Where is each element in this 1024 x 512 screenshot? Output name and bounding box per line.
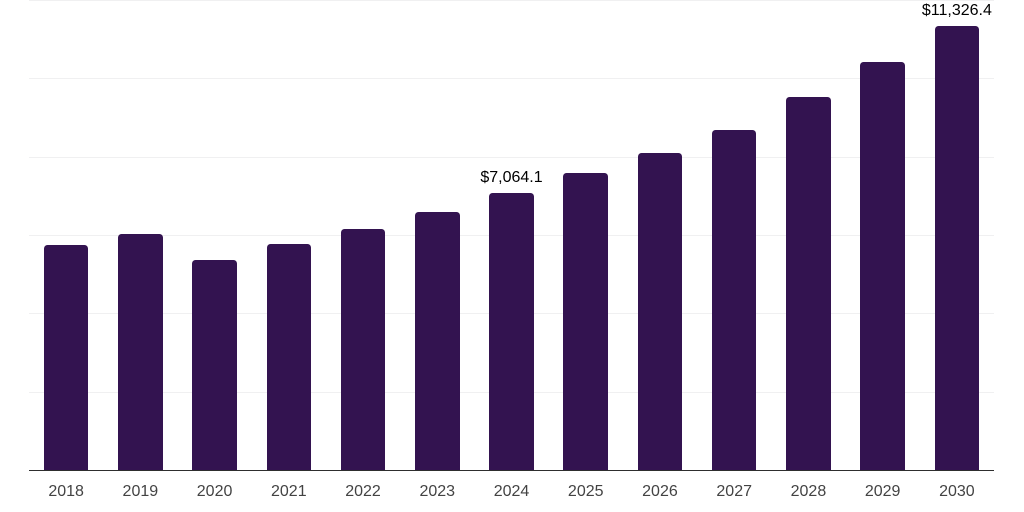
bar-2018 xyxy=(43,245,89,470)
bar-2021 xyxy=(266,243,312,470)
x-tick-label-2022: 2022 xyxy=(345,483,381,500)
bar-2019 xyxy=(118,234,163,470)
x-tick-label-2024: 2024 xyxy=(493,483,530,500)
x-tick-label-2030: 2030 xyxy=(939,483,975,500)
x-tick-label-2026: 2026 xyxy=(642,483,678,500)
gridline xyxy=(29,156,994,158)
x-tick-label-2029: 2029 xyxy=(864,483,901,500)
x-tick-label-2025: 2025 xyxy=(567,483,604,500)
bar-2025 xyxy=(563,173,608,470)
x-tick-label-2027: 2027 xyxy=(716,483,752,500)
x-tick-label-2019: 2019 xyxy=(122,483,159,500)
gridline xyxy=(29,78,994,80)
data-label-2024: $7,064.1 xyxy=(480,169,543,187)
bar-2028 xyxy=(786,97,831,470)
x-tick-label-2020: 2020 xyxy=(196,483,233,500)
gridline xyxy=(29,0,994,1)
x-tick-label-2023: 2023 xyxy=(419,483,456,500)
bar-2024 xyxy=(489,193,534,470)
x-tick-label-2028: 2028 xyxy=(790,483,827,500)
bar-2022 xyxy=(340,229,386,470)
bar-2023 xyxy=(415,211,460,470)
x-axis-line xyxy=(29,469,994,471)
bar-2029 xyxy=(860,62,905,470)
bar-2020 xyxy=(192,259,237,470)
x-tick-label-2021: 2021 xyxy=(271,483,307,500)
plot-area: $7,064.1 $11,326.4 xyxy=(29,0,994,471)
bar-2027 xyxy=(711,130,757,470)
bar-2026 xyxy=(637,152,683,470)
x-tick-label-2018: 2018 xyxy=(48,483,84,500)
bar-2030 xyxy=(934,26,980,470)
data-label-2030: $11,326.4 xyxy=(921,2,992,20)
